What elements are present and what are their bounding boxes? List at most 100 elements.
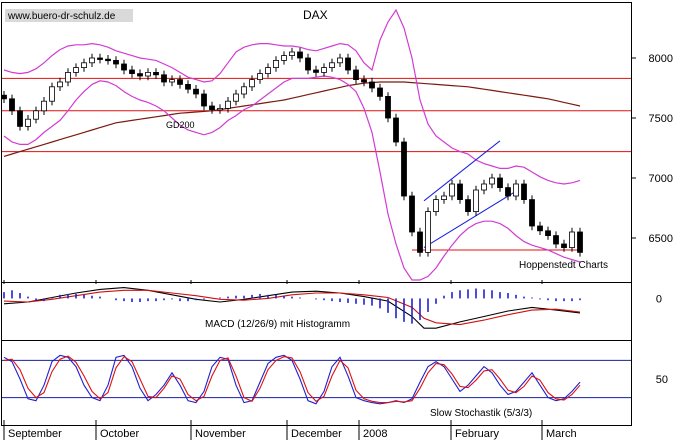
candle-body	[329, 62, 335, 68]
candle-body	[489, 177, 495, 185]
candle-body	[465, 199, 471, 213]
source-label: Hoppenstedt Charts	[519, 260, 608, 271]
candle-body	[9, 98, 15, 112]
y-tick-label: 8000	[649, 53, 673, 65]
candle-body	[121, 63, 127, 71]
candle-body	[97, 57, 103, 60]
candle-body	[145, 72, 151, 77]
candle-body	[321, 67, 327, 73]
bollinger-lower-line	[3, 75, 581, 281]
candle-body	[153, 72, 159, 76]
candle-body	[545, 230, 551, 237]
month-labels: September October November December 2008 Febr…	[8, 428, 577, 440]
candle-body	[289, 51, 295, 56]
macd-y-tick-label: 0	[656, 293, 662, 305]
signal-line	[3, 289, 581, 326]
candle-body	[401, 141, 407, 197]
candle-body	[457, 183, 463, 201]
y-tick-label: 7000	[649, 173, 673, 185]
candle-body	[177, 79, 183, 85]
candle-body	[513, 183, 519, 197]
macd-lines	[3, 287, 581, 329]
candle-body	[57, 81, 63, 88]
moving-average-200	[3, 81, 581, 157]
candle-body	[129, 69, 135, 74]
candle-body	[273, 60, 279, 69]
candle-body	[505, 187, 511, 197]
candle-body	[473, 189, 479, 213]
candle-body	[361, 79, 367, 83]
candle-body	[41, 100, 47, 112]
month-label: February	[455, 428, 500, 440]
chart-title: DAX	[303, 8, 328, 22]
candle-body	[209, 105, 215, 110]
macd-title: MACD (12/26/9) mit Histogramm	[205, 319, 350, 330]
candle-body	[217, 108, 223, 111]
stochastic-d-line	[3, 355, 581, 404]
month-label: November	[195, 428, 246, 440]
candle-body	[17, 110, 23, 127]
macd-line	[3, 287, 581, 329]
candle-body	[377, 87, 383, 97]
month-label: October	[100, 428, 139, 440]
watermark-box	[5, 9, 133, 22]
candle-body	[297, 51, 303, 59]
candle-body	[425, 211, 431, 253]
stochastic-lines	[2, 354, 631, 405]
candle-body	[393, 117, 399, 143]
watermark: www.buero-dr-schulz.de	[7, 11, 116, 22]
candle-body	[497, 177, 503, 188]
candle-body	[345, 57, 351, 71]
candle-body	[529, 199, 535, 227]
stochastic-y-tick-label: 50	[656, 374, 668, 386]
candle-body	[553, 235, 559, 245]
candle-body	[249, 79, 255, 88]
ma-label: GD200	[166, 120, 195, 130]
candle-body	[481, 183, 487, 191]
candle-body	[73, 67, 79, 73]
bollinger-bands	[3, 8, 581, 281]
candle-body	[409, 195, 415, 233]
candle-body	[161, 74, 167, 83]
candle-body	[193, 88, 199, 95]
candle-body	[561, 243, 567, 248]
candle-body	[521, 183, 527, 201]
candle-body	[33, 110, 39, 120]
resistance-lines	[2, 77, 631, 251]
candle-body	[65, 72, 71, 83]
candle-body	[569, 231, 575, 248]
candle-body	[441, 195, 447, 200]
price-candles	[1, 47, 583, 257]
candle-body	[433, 199, 439, 213]
channel-upper-line	[423, 140, 501, 202]
candle-body	[241, 86, 247, 95]
candle-body	[169, 79, 175, 83]
candle-body	[137, 73, 143, 77]
candle-body	[369, 81, 375, 89]
y-tick-label: 7500	[649, 113, 673, 125]
candle-body	[89, 57, 95, 64]
candle-body	[577, 231, 583, 253]
macd-histogram	[3, 288, 581, 324]
candle-body	[233, 93, 239, 102]
candle-body	[185, 84, 191, 90]
candle-body	[385, 96, 391, 119]
stochastic-panel-frame	[1, 340, 632, 426]
stochastic-title: Slow Stochastik (5/3/3)	[430, 408, 532, 419]
candle-body	[113, 60, 119, 65]
candle-body	[81, 62, 87, 68]
channel-lower-line	[423, 190, 517, 249]
candle-body	[225, 100, 231, 109]
candle-body	[313, 69, 319, 73]
candle-body	[449, 183, 455, 197]
candle-body	[1, 94, 7, 100]
candle-body	[537, 225, 543, 232]
candle-body	[105, 58, 111, 62]
month-label: December	[291, 428, 342, 440]
candle-body	[353, 69, 359, 80]
y-tick-label: 6500	[649, 233, 673, 245]
month-gridlines	[3, 280, 543, 440]
month-label: March	[546, 428, 577, 440]
